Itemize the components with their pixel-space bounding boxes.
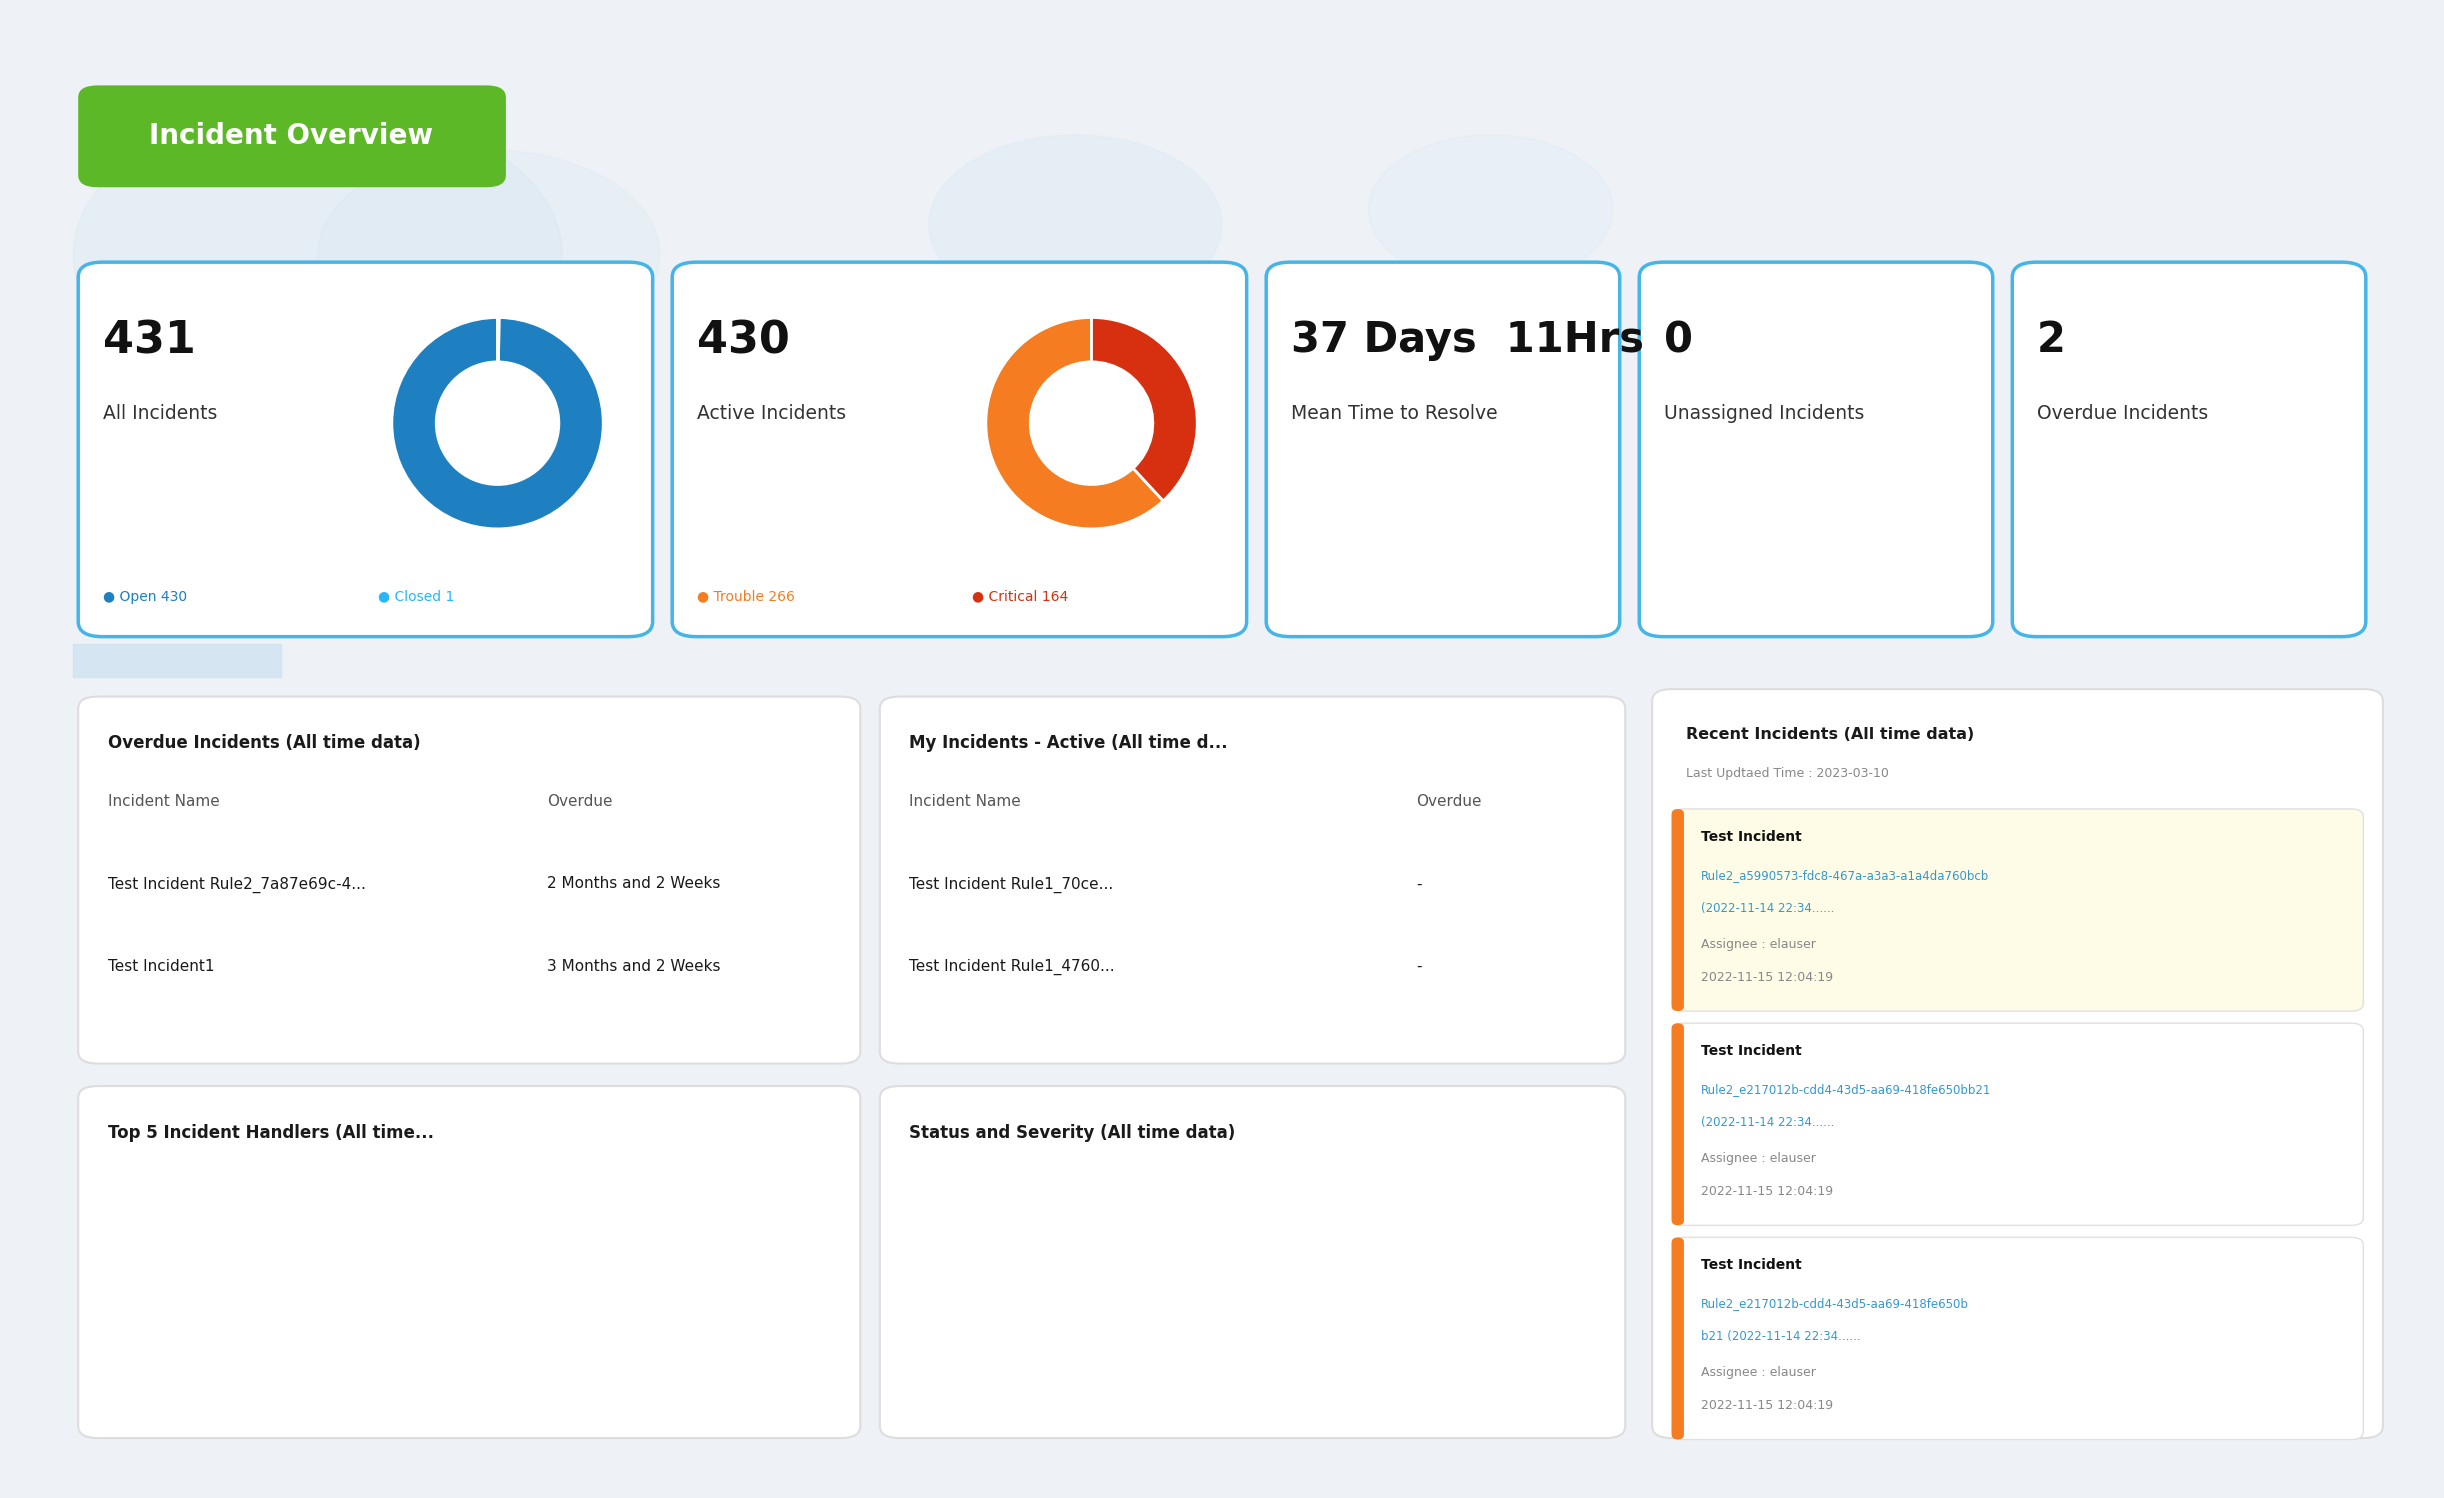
Text: 2: 2 [2036, 319, 2065, 361]
Text: 2022-11-15 12:04:19: 2022-11-15 12:04:19 [1701, 1185, 1833, 1198]
Circle shape [318, 150, 660, 360]
Text: Test Incident1: Test Incident1 [108, 959, 215, 974]
Text: ● Critical 164: ● Critical 164 [973, 590, 1068, 604]
Text: My Incidents - Active (All time d...: My Incidents - Active (All time d... [909, 734, 1227, 752]
Text: Status and Severity (All time data): Status and Severity (All time data) [909, 1124, 1234, 1141]
Text: 37 Days  11Hrs: 37 Days 11Hrs [1290, 319, 1645, 361]
Text: Rule2_e217012b-cdd4-43d5-aa69-418fe650bb21: Rule2_e217012b-cdd4-43d5-aa69-418fe650bb… [1701, 1083, 1992, 1097]
Circle shape [73, 105, 562, 404]
Text: Overdue Incidents (All time data): Overdue Incidents (All time data) [108, 734, 420, 752]
Bar [200, 1200, 367, 1348]
Text: ● Closed 1: ● Closed 1 [379, 590, 455, 604]
Text: Test Incident Rule1_70ce...: Test Incident Rule1_70ce... [909, 876, 1114, 893]
Text: Incident Name: Incident Name [909, 794, 1022, 809]
Text: Test Incident Rule2_7a87e69c-4...: Test Incident Rule2_7a87e69c-4... [108, 876, 367, 893]
Text: b21 (2022-11-14 22:34......: b21 (2022-11-14 22:34...... [1701, 1330, 1860, 1344]
Bar [635, 1252, 802, 1348]
Text: Rule2_a5990573-fdc8-467a-a3a3-a1a4da760bcb: Rule2_a5990573-fdc8-467a-a3a3-a1a4da760b… [1701, 869, 1989, 882]
Text: (2022-11-14 22:34......: (2022-11-14 22:34...... [1701, 902, 1835, 915]
Text: 2022-11-15 12:04:19: 2022-11-15 12:04:19 [1701, 1399, 1833, 1413]
Bar [1413, 1246, 1567, 1333]
Circle shape [1369, 135, 1613, 285]
Text: Test Incident Rule1_4760...: Test Incident Rule1_4760... [909, 959, 1114, 975]
Text: Unassigned Incidents: Unassigned Incidents [1664, 404, 1865, 424]
Text: Assignee : elauser: Assignee : elauser [1701, 1152, 1816, 1165]
Text: Test Incident: Test Incident [1701, 830, 1801, 843]
Text: -: - [1418, 876, 1422, 891]
Y-axis label: Event Count: Event Count [117, 1218, 132, 1299]
Text: Incident Name: Incident Name [108, 794, 220, 809]
Text: Test Incident: Test Incident [1701, 1044, 1801, 1058]
Bar [1009, 1276, 1163, 1333]
Text: 2022-11-15 12:04:19: 2022-11-15 12:04:19 [1701, 971, 1833, 984]
Bar [73, 644, 281, 677]
Text: Overdue Incidents: Overdue Incidents [2036, 404, 2207, 424]
Text: All Incidents: All Incidents [103, 404, 218, 424]
Text: (2022-11-14 22:34......: (2022-11-14 22:34...... [1701, 1116, 1835, 1129]
Y-axis label: Event Count: Event Count [929, 1221, 943, 1303]
Text: ● Open 430: ● Open 430 [103, 590, 186, 604]
Legend: closed, Open: closed, Open [1188, 1375, 1388, 1401]
Text: -: - [1418, 959, 1422, 974]
X-axis label: Assignee: Assignee [469, 1375, 533, 1390]
Text: 3 Months and 2 Weeks: 3 Months and 2 Weeks [547, 959, 721, 974]
Wedge shape [985, 318, 1163, 529]
Text: Assignee : elauser: Assignee : elauser [1701, 1366, 1816, 1380]
Text: Active Incidents: Active Incidents [697, 404, 846, 424]
X-axis label: Status and Severity: Status and Severity [1220, 1360, 1356, 1375]
Text: 431: 431 [103, 319, 196, 363]
Text: 0: 0 [1664, 319, 1694, 361]
Text: Assignee : elauser: Assignee : elauser [1701, 938, 1816, 951]
Text: Overdue: Overdue [547, 794, 613, 809]
Wedge shape [1092, 318, 1198, 500]
Text: Recent Incidents (All time data): Recent Incidents (All time data) [1686, 727, 1975, 742]
Text: 430: 430 [697, 319, 789, 363]
Text: Top 5 Incident Handlers (All time...: Top 5 Incident Handlers (All time... [108, 1124, 433, 1141]
Wedge shape [391, 318, 604, 529]
Circle shape [929, 135, 1222, 315]
Text: Overdue: Overdue [1418, 794, 1481, 809]
Text: Incident Overview: Incident Overview [149, 123, 433, 150]
Text: 2 Months and 2 Weeks: 2 Months and 2 Weeks [547, 876, 721, 891]
Text: Rule2_e217012b-cdd4-43d5-aa69-418fe650b: Rule2_e217012b-cdd4-43d5-aa69-418fe650b [1701, 1297, 1970, 1311]
Text: ● Trouble 266: ● Trouble 266 [697, 590, 794, 604]
Text: Last Updtaed Time : 2023-03-10: Last Updtaed Time : 2023-03-10 [1686, 767, 1889, 780]
Text: Mean Time to Resolve: Mean Time to Resolve [1290, 404, 1498, 424]
Text: Test Incident: Test Incident [1701, 1258, 1801, 1272]
